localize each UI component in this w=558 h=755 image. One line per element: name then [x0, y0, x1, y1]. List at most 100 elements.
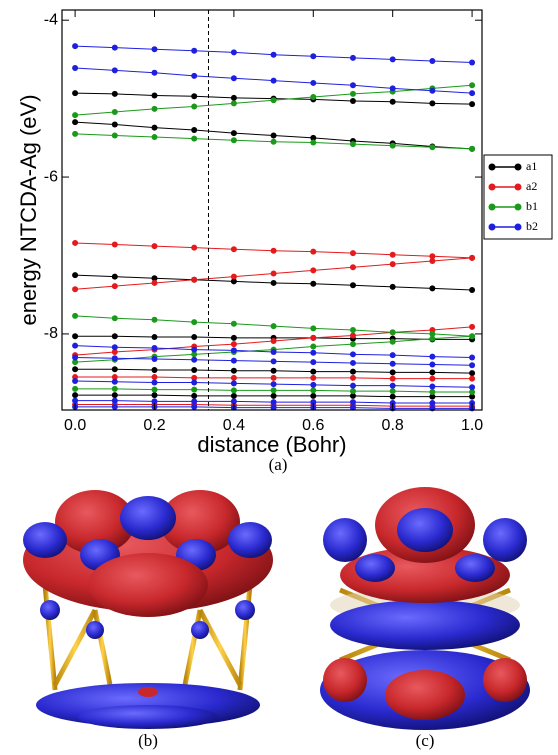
data-point	[271, 248, 277, 254]
data-point	[271, 280, 277, 286]
data-point	[191, 73, 197, 79]
data-point	[231, 75, 237, 81]
data-point	[112, 355, 118, 361]
data-point	[350, 141, 356, 147]
data-point	[469, 146, 475, 152]
data-point	[271, 97, 277, 103]
data-point	[231, 100, 237, 106]
y-tick-label: -6	[44, 168, 58, 185]
data-point	[231, 393, 237, 399]
data-point	[350, 98, 356, 104]
data-point	[72, 343, 78, 349]
caption: (c)	[416, 731, 435, 750]
data-point	[72, 366, 78, 372]
data-point	[350, 383, 356, 389]
legend-swatch	[489, 204, 496, 211]
data-point	[271, 323, 277, 329]
caption: (b)	[138, 731, 158, 750]
y-tick-label: -4	[44, 11, 58, 28]
data-point	[72, 272, 78, 278]
data-point	[390, 261, 396, 267]
data-point	[310, 281, 316, 287]
data-point	[310, 350, 316, 356]
data-point	[231, 335, 237, 341]
data-point	[390, 361, 396, 367]
data-point	[350, 55, 356, 61]
data-point	[231, 49, 237, 55]
data-point	[112, 392, 118, 398]
data-point	[231, 137, 237, 143]
x-tick-label: 0.0	[64, 417, 86, 434]
data-point	[112, 404, 118, 410]
data-point	[151, 280, 157, 286]
data-point	[72, 90, 78, 96]
data-point	[271, 393, 277, 399]
legend-swatch	[515, 184, 522, 191]
data-point	[390, 252, 396, 258]
data-point	[469, 324, 475, 330]
x-tick-label: 0.8	[382, 417, 404, 434]
data-point	[429, 58, 435, 64]
data-point	[271, 52, 277, 58]
data-point	[310, 249, 316, 255]
data-point	[310, 359, 316, 365]
data-point	[151, 392, 157, 398]
data-point	[151, 92, 157, 98]
data-point	[191, 127, 197, 133]
data-point	[191, 319, 197, 325]
data-point	[350, 399, 356, 405]
data-point	[151, 345, 157, 351]
data-point	[72, 392, 78, 398]
data-point	[271, 78, 277, 84]
data-point	[469, 354, 475, 360]
data-point	[231, 274, 237, 280]
data-point	[271, 387, 277, 393]
data-point	[151, 243, 157, 249]
data-point	[350, 327, 356, 333]
data-point	[429, 376, 435, 382]
data-point	[310, 94, 316, 100]
data-point	[231, 347, 237, 353]
legend-label: b1	[526, 199, 538, 213]
data-point	[350, 82, 356, 88]
data-point	[151, 134, 157, 140]
data-point	[72, 378, 78, 384]
data-point	[310, 80, 316, 86]
caption: (a)	[269, 455, 288, 474]
data-point	[350, 332, 356, 338]
data-point	[112, 91, 118, 97]
data-point	[390, 352, 396, 358]
data-point	[350, 341, 356, 347]
panel-b: (b)	[23, 490, 273, 750]
data-point	[271, 375, 277, 381]
data-point	[390, 339, 396, 345]
legend-swatch	[515, 164, 522, 171]
data-point	[310, 140, 316, 146]
data-point	[390, 394, 396, 400]
data-point	[310, 393, 316, 399]
data-point	[191, 347, 197, 353]
data-point	[429, 362, 435, 368]
data-point	[191, 398, 197, 404]
data-point	[310, 325, 316, 331]
data-point	[231, 341, 237, 347]
data-point	[231, 130, 237, 136]
data-point	[112, 398, 118, 404]
data-point	[72, 386, 78, 392]
data-point	[191, 334, 197, 340]
data-point	[429, 144, 435, 150]
data-point	[191, 404, 197, 410]
data-point	[191, 380, 197, 386]
data-point	[231, 380, 237, 386]
data-point	[469, 90, 475, 96]
data-point	[429, 383, 435, 389]
data-point	[310, 335, 316, 341]
data-point	[469, 60, 475, 66]
data-point	[191, 93, 197, 99]
data-point	[469, 255, 475, 261]
y-tick-label: -8	[44, 325, 58, 342]
x-tick-label: 1.0	[461, 417, 483, 434]
x-tick-label: 0.2	[143, 417, 165, 434]
data-point	[469, 333, 475, 339]
data-point	[350, 351, 356, 357]
